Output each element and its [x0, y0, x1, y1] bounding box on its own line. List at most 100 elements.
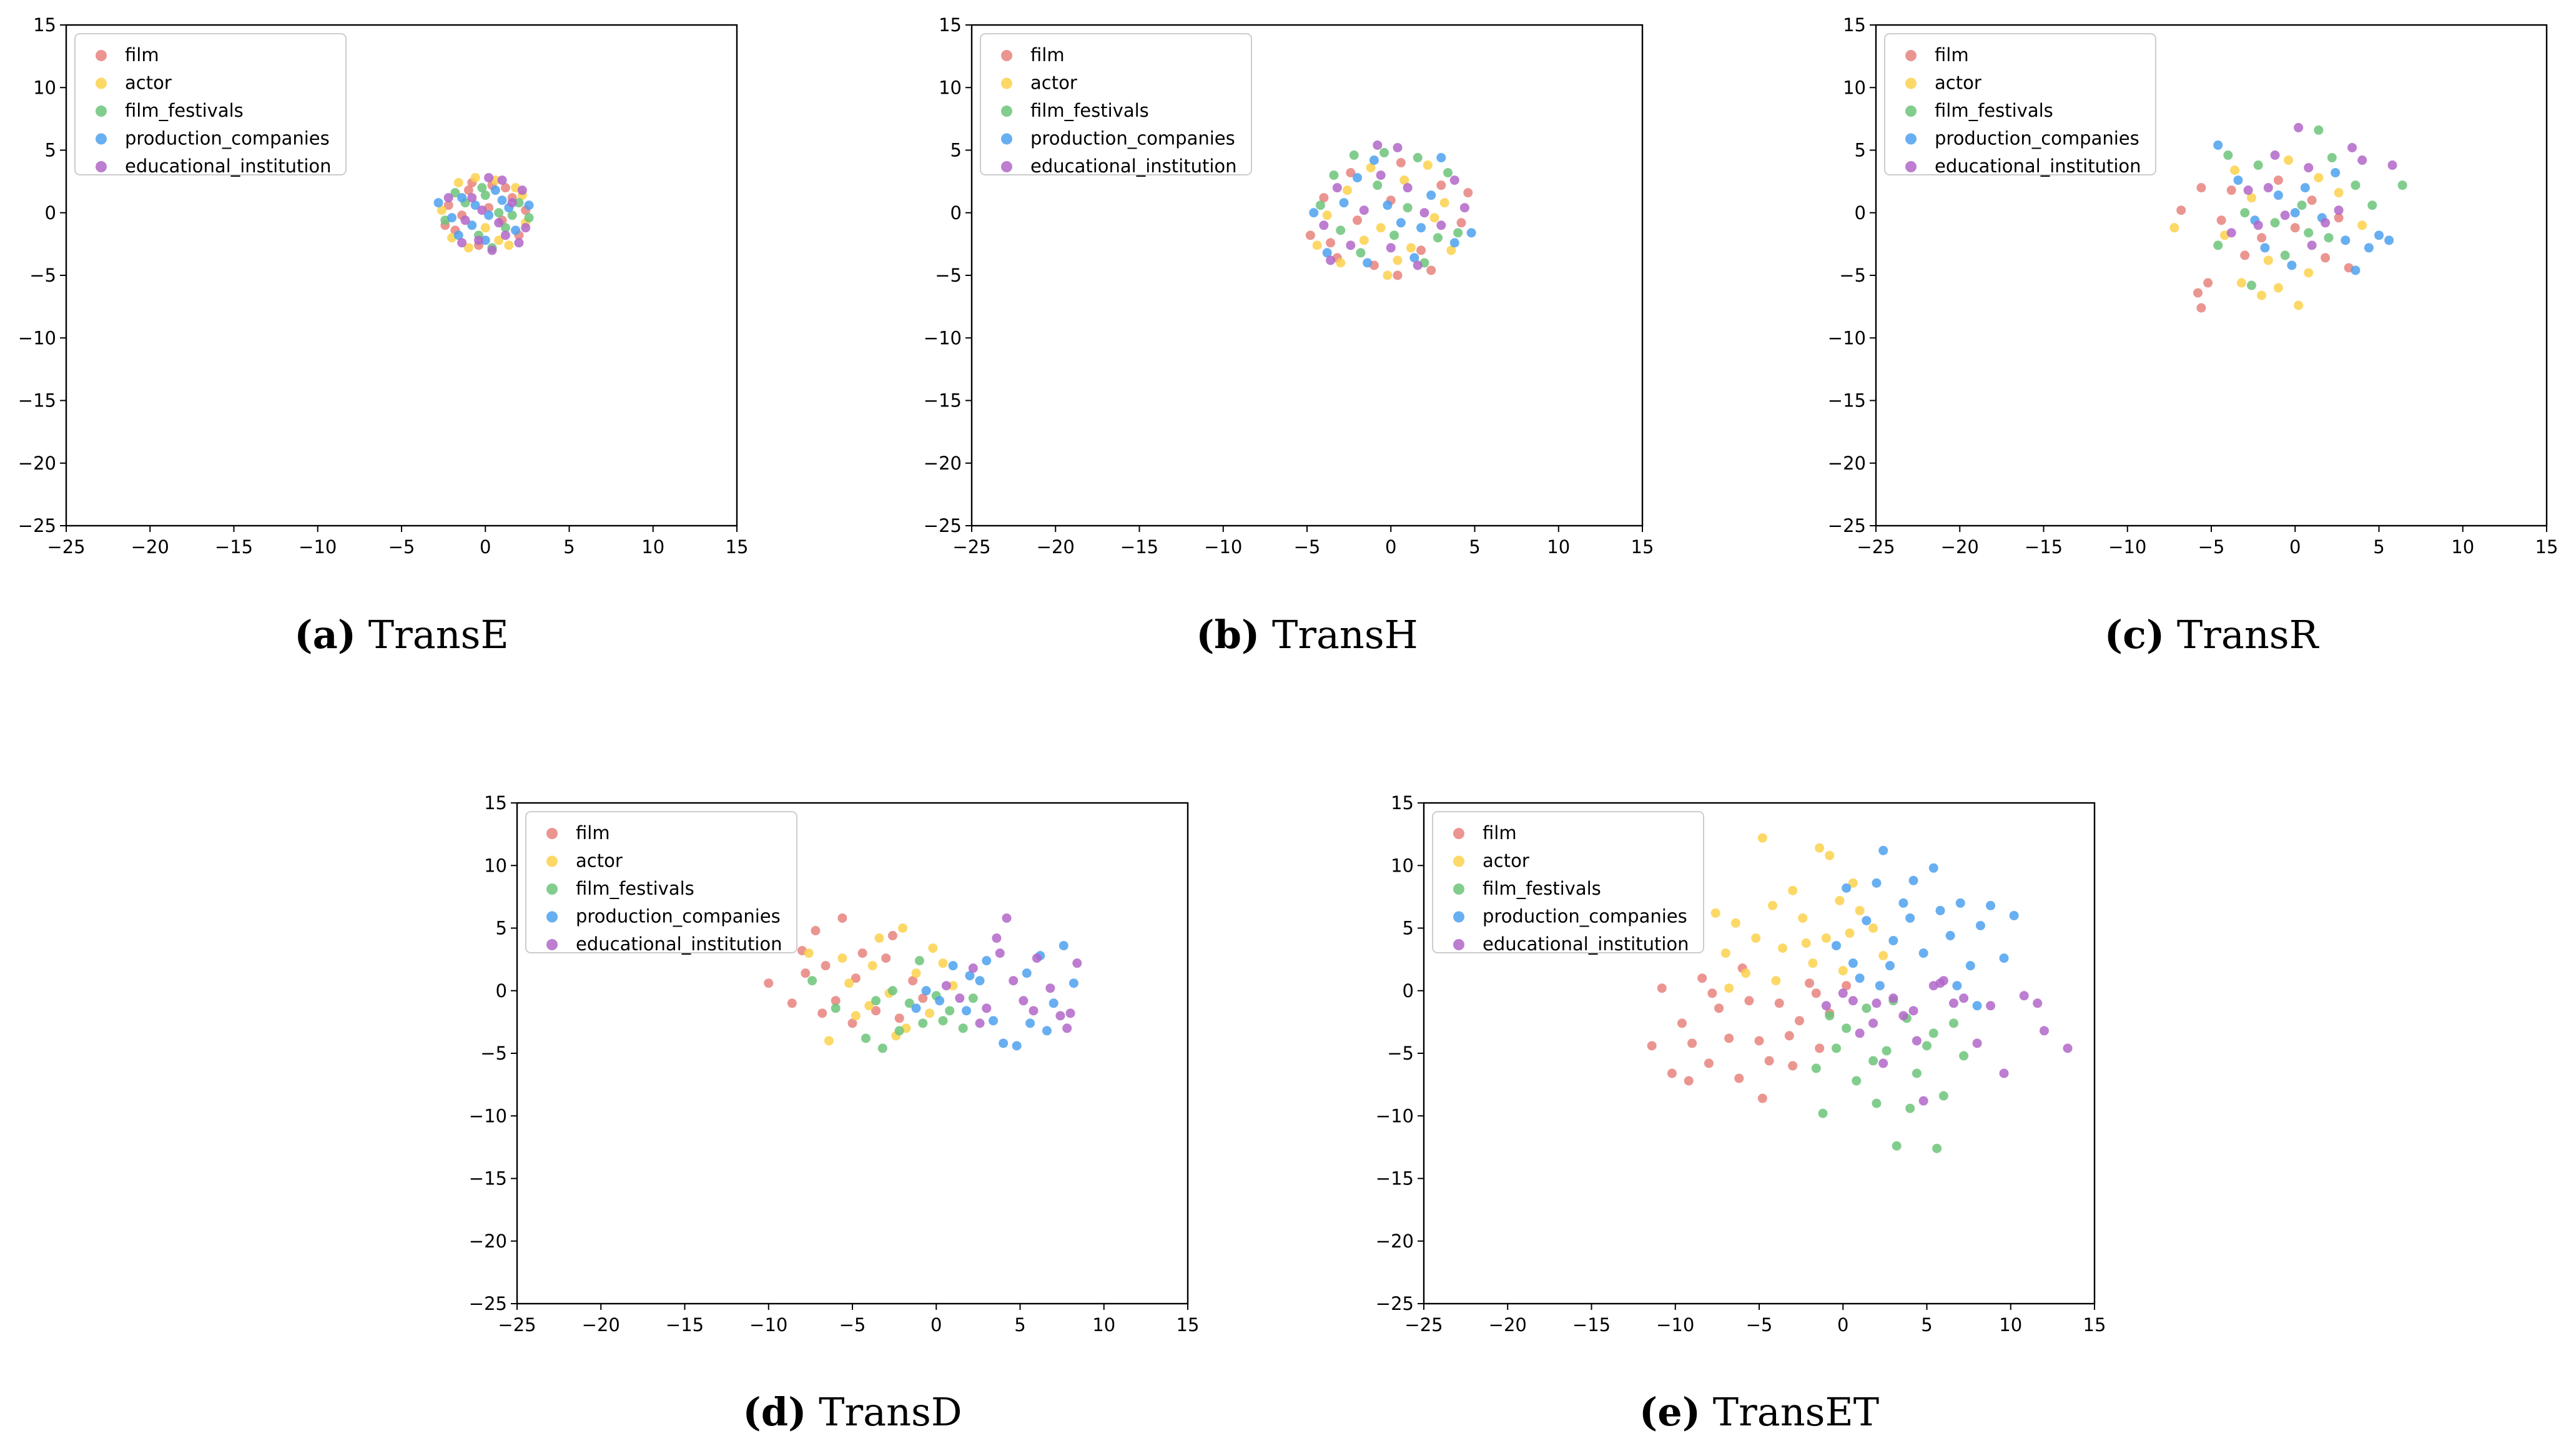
- caption-model: TransE: [356, 612, 509, 657]
- data-point: [965, 971, 975, 981]
- data-point: [1443, 168, 1453, 178]
- data-point: [1446, 245, 1456, 255]
- legend-box: [1884, 33, 2156, 175]
- legend-label: production_companies: [1935, 128, 2139, 149]
- data-point: [1888, 993, 1898, 1003]
- data-point: [2233, 175, 2243, 185]
- legend-marker: [1453, 828, 1464, 839]
- data-point: [1436, 220, 1446, 230]
- data-point: [1704, 1058, 1714, 1068]
- data-point: [1959, 993, 1969, 1003]
- data-point: [844, 978, 854, 988]
- y-tick-label: −25: [924, 515, 962, 536]
- x-tick-label: 10: [1547, 536, 1570, 558]
- data-point: [1908, 875, 1918, 885]
- data-point: [1825, 850, 1835, 860]
- data-point: [2307, 195, 2317, 205]
- data-point: [1393, 255, 1403, 265]
- data-point: [1898, 898, 1908, 908]
- data-point: [1999, 1068, 2009, 1078]
- data-point: [851, 973, 861, 983]
- y-tick-label: 0: [950, 202, 962, 224]
- x-tick-label: −25: [952, 536, 990, 558]
- data-point: [470, 173, 480, 183]
- chart-panel-3: −25 −20 −15 −10 −5 0 5 10 15 −25 −20 −15 −10 −5 0 5 10 15…: [1828, 14, 2559, 657]
- data-point: [1045, 983, 1055, 993]
- data-point: [460, 215, 470, 225]
- caption-letter: (a): [294, 612, 356, 657]
- data-point: [2240, 250, 2250, 260]
- data-point: [2257, 290, 2267, 300]
- data-point: [2230, 165, 2240, 175]
- data-point: [1356, 248, 1366, 258]
- data-point: [2324, 233, 2334, 243]
- legend-label: film_festivals: [1935, 100, 2053, 121]
- data-point: [514, 238, 524, 248]
- data-point: [955, 993, 965, 1003]
- data-point: [918, 1018, 928, 1028]
- x-tick-label: 10: [2451, 536, 2474, 558]
- data-point: [1406, 243, 1416, 253]
- caption-letter: (d): [743, 1389, 806, 1435]
- data-point: [1821, 1001, 1831, 1011]
- data-point: [1416, 223, 1426, 233]
- x-tick-label: 5: [1921, 1314, 1932, 1335]
- data-point: [1855, 973, 1865, 983]
- y-tick-label: 10: [33, 77, 56, 98]
- data-point: [1767, 900, 1777, 910]
- data-point: [1945, 931, 1955, 941]
- data-point: [1798, 913, 1808, 923]
- data-point: [500, 183, 510, 193]
- data-point: [1986, 1001, 1996, 1011]
- data-point: [477, 205, 487, 215]
- data-point: [1868, 1018, 1878, 1028]
- data-point: [1999, 953, 2009, 963]
- x-tick-label: −15: [666, 1314, 704, 1335]
- data-point: [894, 1013, 904, 1023]
- data-point: [2294, 122, 2304, 132]
- series-film: [2176, 175, 2354, 313]
- data-point: [480, 190, 490, 200]
- data-point: [1730, 918, 1740, 928]
- data-point: [968, 963, 978, 973]
- data-point: [887, 931, 897, 941]
- data-point: [1842, 1023, 1852, 1033]
- y-tick-label: −15: [1376, 1168, 1414, 1189]
- data-point: [2300, 183, 2310, 193]
- data-point: [925, 1008, 935, 1018]
- legend-label: educational_institution: [1030, 155, 1237, 177]
- data-point: [1818, 1108, 1828, 1118]
- y-tick-label: 5: [1855, 140, 1866, 161]
- data-point: [861, 1033, 871, 1043]
- data-point: [2284, 155, 2294, 165]
- data-point: [1312, 240, 1322, 250]
- data-point: [2334, 205, 2344, 215]
- data-point: [1905, 913, 1915, 923]
- data-point: [1379, 148, 1389, 158]
- data-point: [1734, 1073, 1744, 1083]
- data-point: [2216, 215, 2226, 225]
- data-point: [1339, 198, 1349, 208]
- data-point: [2314, 125, 2324, 135]
- series-production_companies: [1832, 845, 2019, 1011]
- x-tick-label: −5: [2198, 536, 2225, 558]
- data-point: [1788, 1061, 1798, 1071]
- data-point: [2169, 223, 2179, 233]
- data-point: [1935, 905, 1945, 915]
- data-point: [2321, 253, 2331, 263]
- y-tick-label: 15: [33, 14, 56, 36]
- legend-box: [1432, 811, 1704, 953]
- y-tick-label: −25: [1828, 515, 1866, 536]
- data-point: [1383, 270, 1393, 280]
- x-tick-label: −20: [582, 1314, 620, 1335]
- data-point: [989, 1016, 999, 1026]
- x-tick-label: 5: [1014, 1314, 1025, 1335]
- data-point: [867, 961, 877, 971]
- legend-marker: [96, 77, 107, 89]
- data-point: [1393, 142, 1403, 152]
- data-point: [2223, 150, 2233, 160]
- data-point: [443, 193, 453, 203]
- legend-label: production_companies: [576, 906, 781, 927]
- data-point: [764, 978, 774, 988]
- data-point: [1928, 1028, 1938, 1038]
